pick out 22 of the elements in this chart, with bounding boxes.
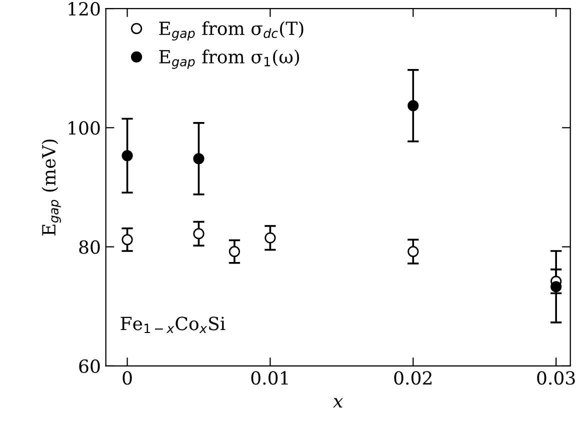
annotation: Fe$_{1−x}$Co$_{x}$Si [120, 316, 226, 334]
point [193, 153, 204, 164]
point [122, 150, 133, 162]
y-tick-label: 100 [68, 121, 100, 135]
point [122, 234, 133, 246]
x-axis-title: x [333, 398, 343, 408]
legend-label: E$_{gap}$ from σ$_{dc}$(T) [159, 21, 304, 41]
x-tick-label: 0.03 [537, 371, 575, 385]
y-tick-label: 120 [68, 2, 100, 16]
x-tick-label: 0.02 [394, 371, 432, 385]
point [408, 100, 419, 112]
point [193, 228, 204, 240]
point [550, 281, 562, 292]
legend-label: E$_{gap}$ from σ$_{1}$(ω) [159, 50, 300, 69]
y-tick-label: 80 [79, 240, 100, 254]
x-tick-label: 0.01 [251, 371, 288, 385]
point [408, 246, 419, 258]
y-tick-label: 60 [79, 359, 100, 374]
y-axis-title: E$_{gap}$ (meV) [42, 140, 61, 236]
x-tick-label: 0 [122, 371, 132, 385]
point [264, 232, 276, 244]
point [228, 246, 240, 258]
